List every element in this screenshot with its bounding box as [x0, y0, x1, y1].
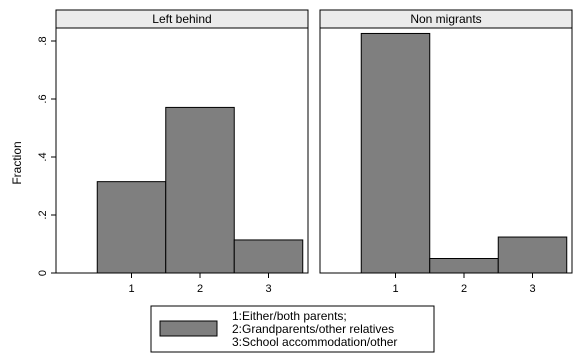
legend-line-3: 3:School accommodation/other — [232, 335, 397, 349]
legend-line-2: 2:Grandparents/other relatives — [232, 322, 394, 336]
bars — [360, 32, 568, 274]
bar — [233, 239, 304, 274]
x-tick-label: 1 — [128, 283, 134, 295]
panel-left-behind: Left behind 1 2 3 — [55, 9, 309, 295]
y-tick-label: .4 — [37, 152, 49, 161]
x-tick-label: 3 — [265, 283, 271, 295]
x-tick-label: 2 — [461, 283, 467, 295]
bars — [96, 106, 304, 274]
y-ticks: 0 .2 .4 .6 .8 — [37, 36, 56, 276]
panel-non-migrants: Non migrants 1 2 3 — [319, 9, 573, 295]
legend: 1:Either/both parents; 2:Grandparents/ot… — [150, 305, 435, 353]
legend-line-1: 1:Either/both parents; — [232, 309, 347, 323]
plot-frame — [319, 27, 573, 274]
legend-swatch — [159, 320, 218, 337]
x-ticks: 1 2 3 — [128, 273, 272, 295]
x-ticks: 1 2 3 — [392, 273, 536, 295]
x-tick-label: 3 — [529, 283, 535, 295]
bar — [429, 258, 499, 274]
x-tick-label: 1 — [392, 283, 398, 295]
y-tick-label: .2 — [37, 210, 49, 219]
y-tick-label: .6 — [37, 94, 49, 103]
bar — [96, 181, 167, 274]
y-tick-label: .8 — [37, 36, 49, 45]
y-axis-title: Fraction — [10, 141, 24, 184]
bar — [497, 236, 568, 274]
x-tick-label: 2 — [197, 283, 203, 295]
panel-title: Non migrants — [410, 12, 481, 26]
panel-title: Left behind — [152, 12, 211, 26]
bar — [360, 32, 431, 274]
bar — [165, 106, 235, 274]
y-tick-label: 0 — [37, 270, 49, 276]
